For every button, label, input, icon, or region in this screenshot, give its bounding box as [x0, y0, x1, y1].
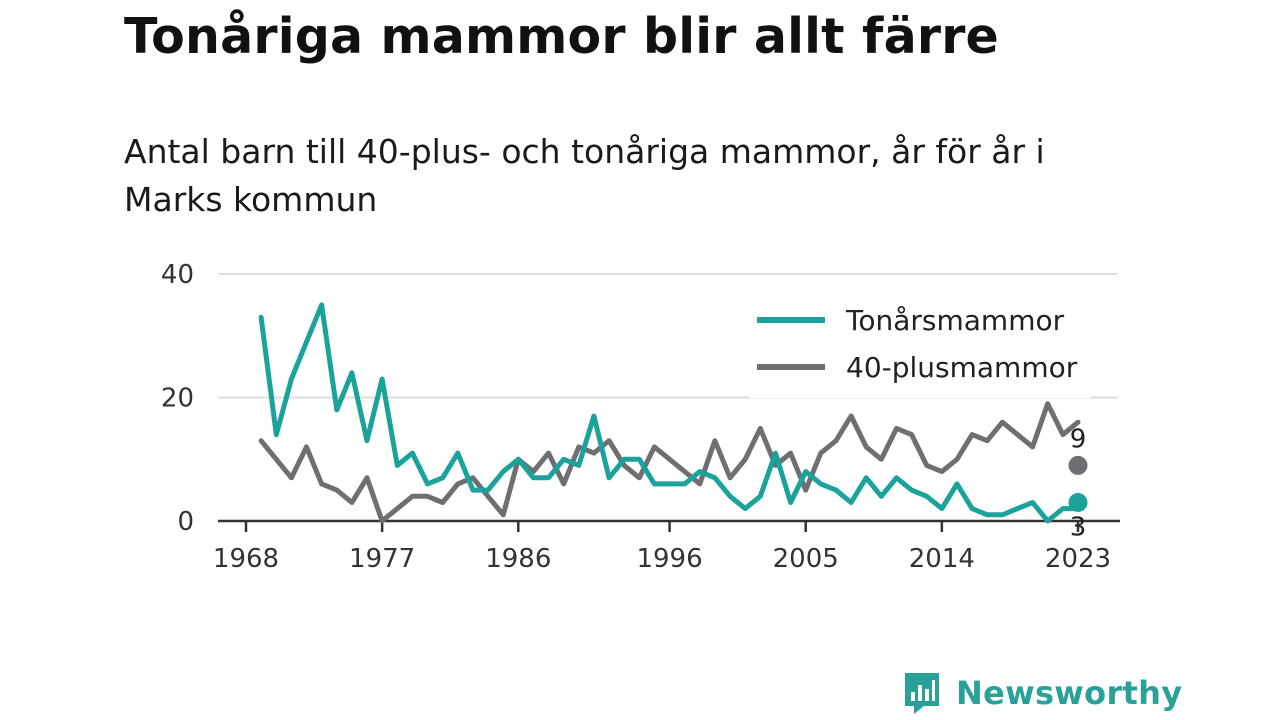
chart-title: Tonåriga mammor blir allt färre [124, 8, 999, 65]
series-line-40-plusmammor [258, 401, 1081, 524]
end-marker-0 [1068, 492, 1088, 512]
end-labels: 39 [1068, 424, 1088, 542]
brand-name: Newsworthy [956, 674, 1183, 712]
end-marker-1 [1068, 455, 1088, 475]
end-label-1: 9 [1070, 424, 1087, 454]
x-tick-label-2014: 2014 [909, 544, 975, 574]
x-tick-label-1968: 1968 [213, 544, 279, 574]
series-lines [258, 302, 1081, 524]
chart-subtitle: Antal barn till 40-plus- och tonåriga ma… [124, 132, 1045, 219]
line-chart: 0 20 40 1968 1977 1986 1996 2005 2014 2023 Tonårs… [161, 260, 1120, 574]
newsworthy-logo-icon [905, 673, 939, 714]
x-axis: 0 20 40 1968 1977 1986 1996 2005 2014 2023 [161, 260, 1120, 574]
y-tick-label-40: 40 [161, 260, 194, 290]
x-tick-label-1986: 1986 [485, 544, 551, 574]
legend-label-1: 40-plusmammor [846, 351, 1078, 384]
legend-background [750, 298, 1090, 398]
x-tick-label-1977: 1977 [349, 544, 415, 574]
legend-label-0: Tonårsmammor [845, 304, 1065, 337]
series-line-ton-rsmammor [258, 302, 1081, 524]
x-tick-label-2005: 2005 [773, 544, 839, 574]
end-label-0: 3 [1070, 512, 1087, 542]
y-tick-label-20: 20 [161, 384, 194, 414]
brand-logo: Newsworthy [902, 670, 1182, 716]
x-tick-label-1996: 1996 [636, 544, 702, 574]
legend: Tonårsmammor 40-plusmammor [750, 298, 1090, 398]
x-tick-label-2023: 2023 [1045, 544, 1111, 574]
y-tick-label-0: 0 [177, 507, 194, 537]
